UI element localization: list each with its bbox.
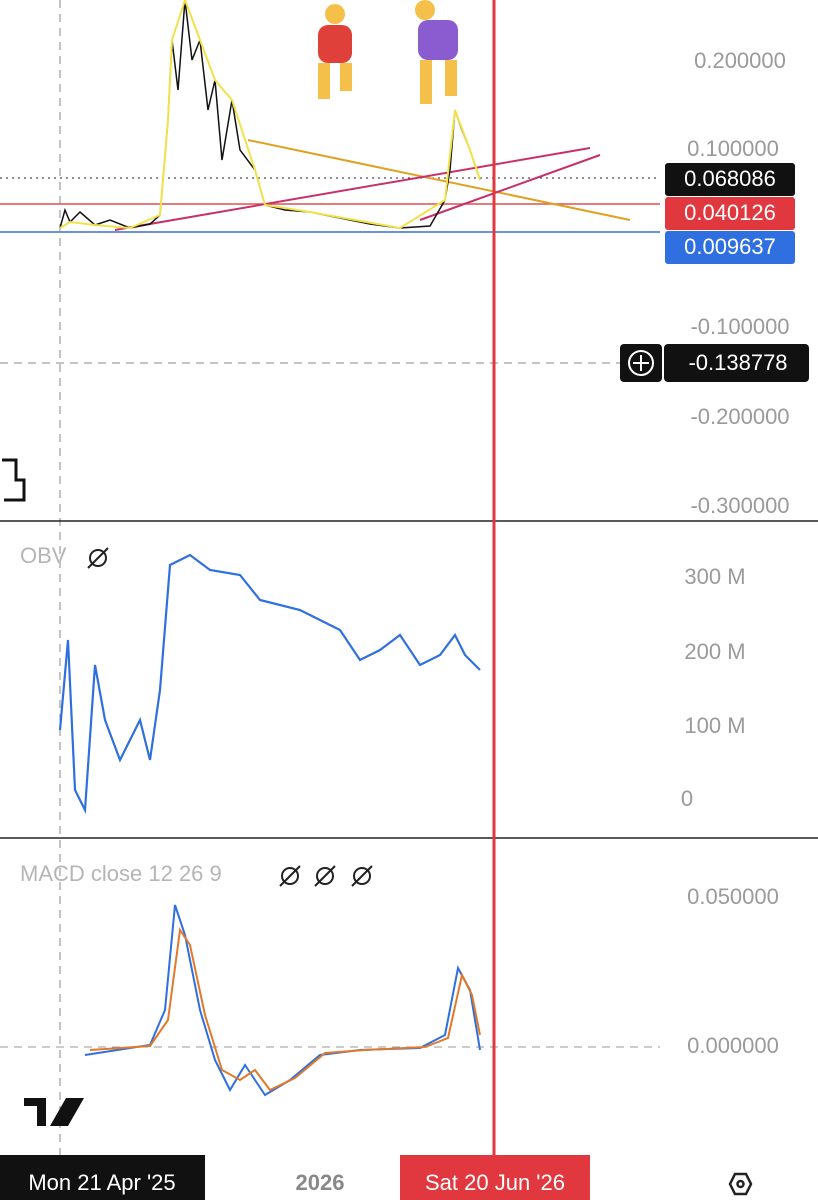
hide-icon[interactable] xyxy=(87,547,109,569)
last-price: 0.068086 xyxy=(684,166,776,191)
hide-icon[interactable] xyxy=(279,865,373,887)
price-label-box xyxy=(665,163,795,196)
start-date: Mon 21 Apr '25 xyxy=(28,1170,175,1195)
line-price: 0.009637 xyxy=(684,234,776,259)
price-tick: -0.300000 xyxy=(690,493,789,518)
price-label-box xyxy=(665,197,795,230)
line-price: 0.040126 xyxy=(684,200,776,225)
price-tick: -0.100000 xyxy=(690,314,789,339)
trend-line xyxy=(247,139,631,221)
year-label: 2026 xyxy=(296,1170,345,1195)
crosshair-date: Sat 20 Jun '26 xyxy=(425,1170,565,1195)
price-tick: 0.100000 xyxy=(687,136,779,161)
date-label-box xyxy=(400,1155,590,1200)
obv-tick: 300 M xyxy=(684,564,745,589)
crosshair-price: -0.138778 xyxy=(688,350,787,375)
logo xyxy=(24,1098,84,1126)
signal-line xyxy=(89,927,481,1092)
macd-line xyxy=(84,904,481,1097)
plus-icon xyxy=(633,355,649,371)
indicator-label: OBV xyxy=(20,543,67,568)
macd-tick: 0.000000 xyxy=(687,1033,779,1058)
price-tick: 0.200000 xyxy=(694,48,786,73)
macd-tick: 0.050000 xyxy=(687,884,779,909)
price-line xyxy=(59,0,481,230)
toolbar-icon[interactable] xyxy=(2,458,26,502)
price-tick: -0.200000 xyxy=(690,404,789,429)
date-label-box xyxy=(0,1155,205,1200)
obv-tick: 0 xyxy=(681,786,693,811)
obv-tick: 100 M xyxy=(684,713,745,738)
indicator-label: MACD close 12 26 9 xyxy=(20,861,222,886)
trend-line xyxy=(114,147,591,231)
obv-line xyxy=(58,553,481,815)
settings-icon[interactable] xyxy=(728,1172,753,1196)
price-label-box xyxy=(665,231,795,264)
price-candles xyxy=(59,0,481,229)
trend-line xyxy=(419,154,601,221)
obv-tick: 200 M xyxy=(684,639,745,664)
plus-icon xyxy=(628,350,654,376)
emoji-wrestlers xyxy=(318,0,458,104)
price-label-box xyxy=(664,344,809,382)
